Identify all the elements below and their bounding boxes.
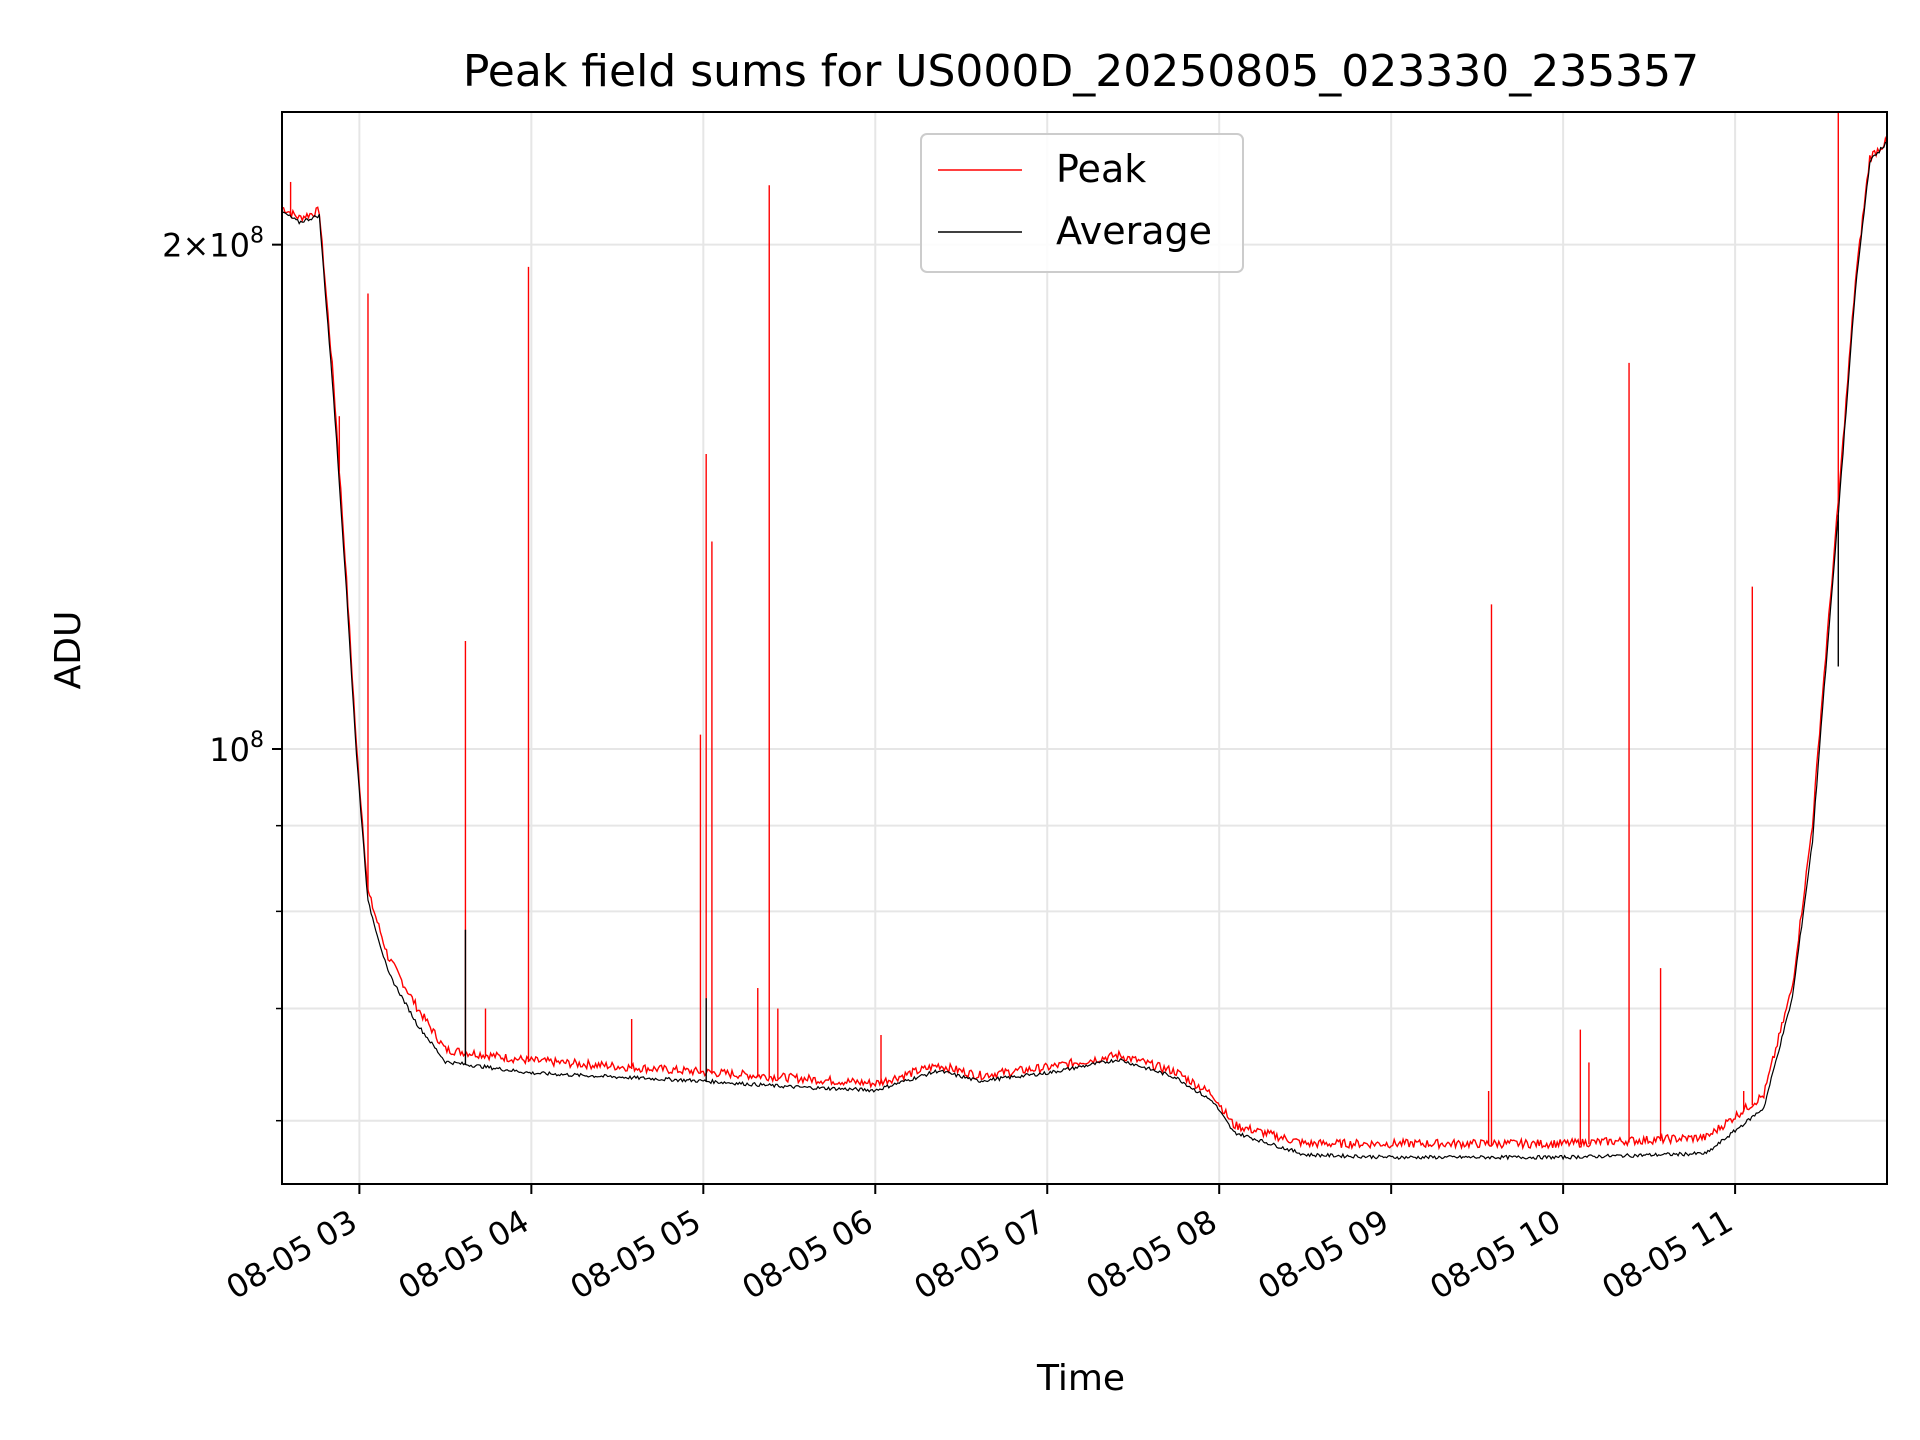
y-axis-label: ADU	[48, 611, 89, 690]
peak-series-line	[281, 135, 1888, 1151]
legend: Peak Average	[920, 133, 1244, 273]
legend-box	[920, 133, 1244, 273]
plot-frame	[281, 111, 1888, 1185]
series-layer	[281, 112, 1888, 1161]
legend-label-peak: Peak	[1056, 147, 1146, 191]
x-axis-label: Time	[1036, 1358, 1125, 1399]
y-tick-label: 2×108	[162, 224, 264, 265]
chart-title: Peak field sums for US000D_20250805_0233…	[463, 46, 1699, 97]
y-tick-label: 108	[209, 728, 264, 769]
average-series-line	[281, 141, 1888, 1161]
legend-label-average: Average	[1056, 209, 1212, 253]
